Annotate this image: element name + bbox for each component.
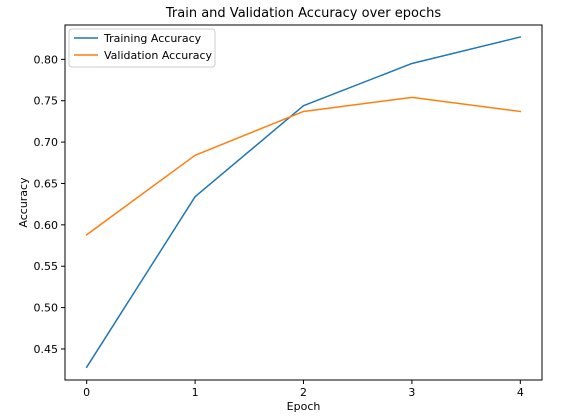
y-axis-label: Accuracy bbox=[17, 177, 30, 228]
y-tick-label: 0.70 bbox=[34, 136, 59, 149]
y-tick-label: 0.80 bbox=[34, 53, 59, 66]
legend-label-0: Training Accuracy bbox=[103, 32, 202, 45]
x-tick-label: 4 bbox=[517, 386, 524, 399]
x-axis-label: Epoch bbox=[287, 400, 321, 413]
x-axis: 0 1 2 3 4 bbox=[83, 380, 524, 399]
series-line-1 bbox=[85, 96, 522, 236]
x-tick-label: 0 bbox=[83, 386, 90, 399]
legend-label-1: Validation Accuracy bbox=[104, 49, 213, 62]
legend: Training Accuracy Validation Accuracy bbox=[68, 28, 216, 68]
y-tick-label: 0.65 bbox=[34, 177, 59, 190]
y-tick-label: 0.75 bbox=[34, 95, 59, 108]
x-tick-label: 3 bbox=[408, 386, 415, 399]
series-line-0 bbox=[85, 36, 522, 369]
y-tick-label: 0.50 bbox=[34, 302, 59, 315]
chart-title: Train and Validation Accuracy over epoch… bbox=[165, 6, 441, 21]
legend-box bbox=[68, 28, 216, 68]
x-tick-label: 1 bbox=[192, 386, 199, 399]
plot-frame bbox=[64, 24, 543, 381]
series-lines bbox=[85, 36, 522, 369]
y-axis: 0.45 0.50 0.55 0.60 0.65 0.70 0.75 0.80 bbox=[34, 53, 65, 356]
y-tick-label: 0.60 bbox=[34, 219, 59, 232]
y-tick-label: 0.45 bbox=[34, 343, 59, 356]
plot-area bbox=[64, 24, 543, 381]
x-tick-label: 2 bbox=[300, 386, 307, 399]
y-tick-label: 0.55 bbox=[34, 260, 59, 273]
